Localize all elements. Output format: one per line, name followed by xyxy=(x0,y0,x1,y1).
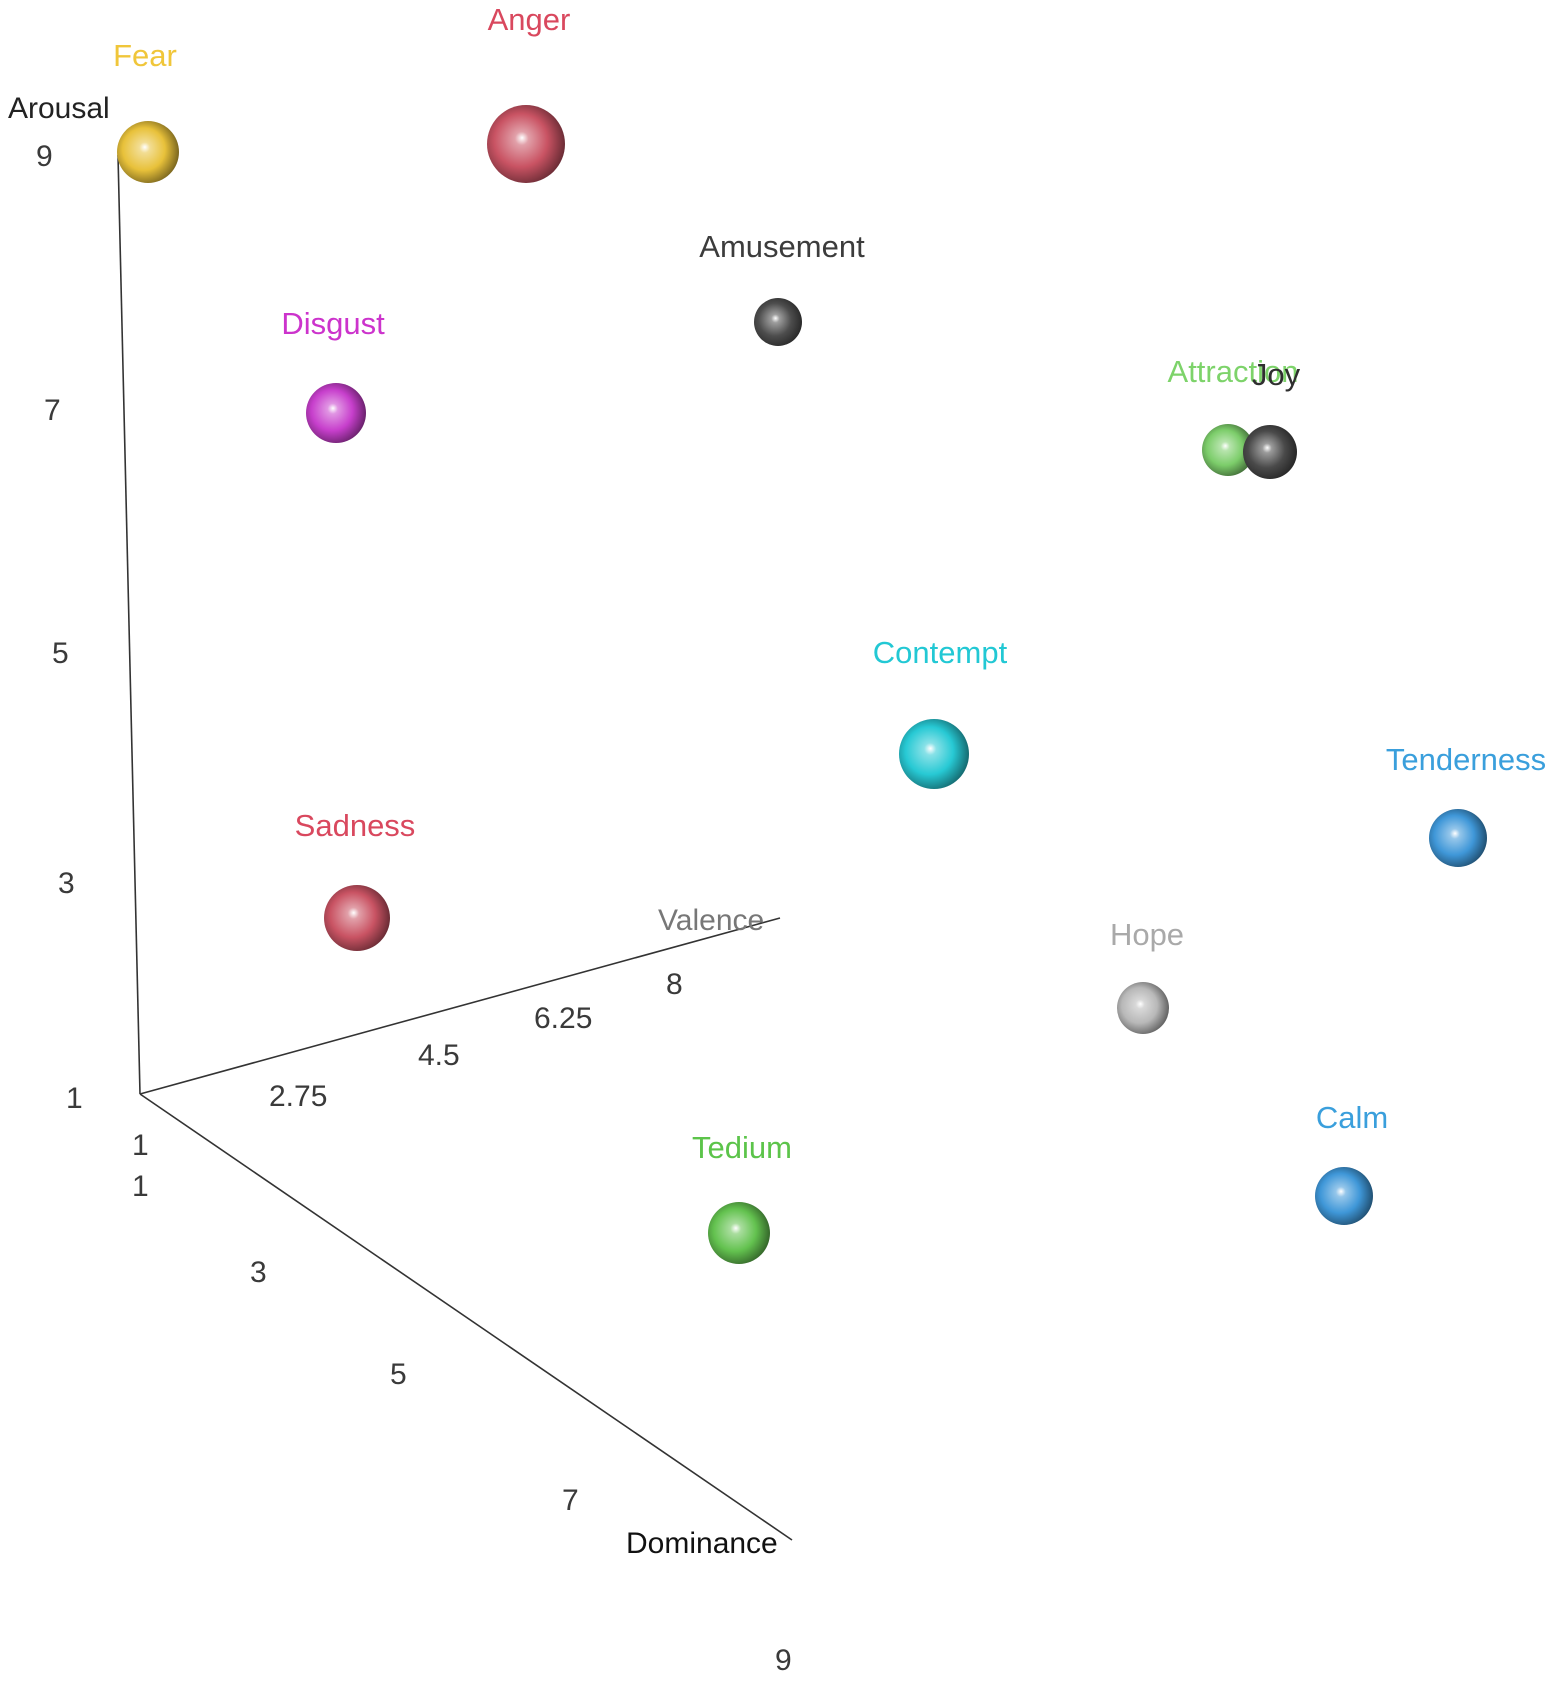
point-contempt xyxy=(899,719,969,789)
arousal-tick: 9 xyxy=(36,140,53,173)
point-label-tenderness: Tenderness xyxy=(1386,742,1546,777)
point-label-hope: Hope xyxy=(1110,917,1184,952)
arousal-tick: 5 xyxy=(52,637,69,670)
point-attraction xyxy=(1202,424,1254,476)
point-joy xyxy=(1243,425,1297,479)
arousal-axis-title: Arousal xyxy=(8,92,110,125)
dominance-tick: 7 xyxy=(562,1484,579,1517)
point-label-joy: Joy xyxy=(1252,357,1301,392)
dominance-tick: 3 xyxy=(250,1256,267,1289)
valence-tick: 8 xyxy=(666,968,683,1001)
arousal-tick: 3 xyxy=(58,867,75,900)
point-label-amusement: Amusement xyxy=(699,229,865,264)
dominance-tick: 5 xyxy=(390,1358,407,1391)
point-tenderness xyxy=(1429,809,1487,867)
arousal-tick: 7 xyxy=(44,394,61,427)
point-label-sadness: Sadness xyxy=(295,808,416,843)
valence-tick: 2.75 xyxy=(269,1080,327,1113)
valence-tick: 6.25 xyxy=(534,1002,592,1035)
dominance-tick: 1 xyxy=(132,1170,149,1203)
point-tedium xyxy=(708,1202,770,1264)
dominance-tick: 1 xyxy=(132,1129,149,1162)
dominance-tick: 9 xyxy=(775,1644,792,1677)
point-sadness xyxy=(324,885,390,951)
arousal-tick: 1 xyxy=(66,1082,83,1115)
point-disgust xyxy=(306,383,366,443)
point-hope xyxy=(1117,982,1169,1034)
point-calm xyxy=(1315,1167,1373,1225)
valence-axis-title: Valence xyxy=(658,904,764,937)
point-label-attraction: Attraction xyxy=(1168,354,1299,389)
point-fear xyxy=(117,121,179,183)
valence-tick: 4.5 xyxy=(418,1039,460,1072)
point-label-fear: Fear xyxy=(113,38,177,73)
point-label-tedium: Tedium xyxy=(692,1130,792,1165)
point-amusement xyxy=(754,298,802,346)
point-label-contempt: Contempt xyxy=(873,635,1008,670)
point-label-calm: Calm xyxy=(1316,1100,1388,1135)
point-label-disgust: Disgust xyxy=(281,306,385,341)
dominance-axis-line xyxy=(139,1093,793,1541)
point-anger xyxy=(487,105,565,183)
valence-axis-line xyxy=(139,917,781,1095)
arousal-axis-line xyxy=(117,154,141,1095)
point-label-anger: Anger xyxy=(488,2,571,37)
dominance-axis-title: Dominance xyxy=(626,1527,778,1560)
